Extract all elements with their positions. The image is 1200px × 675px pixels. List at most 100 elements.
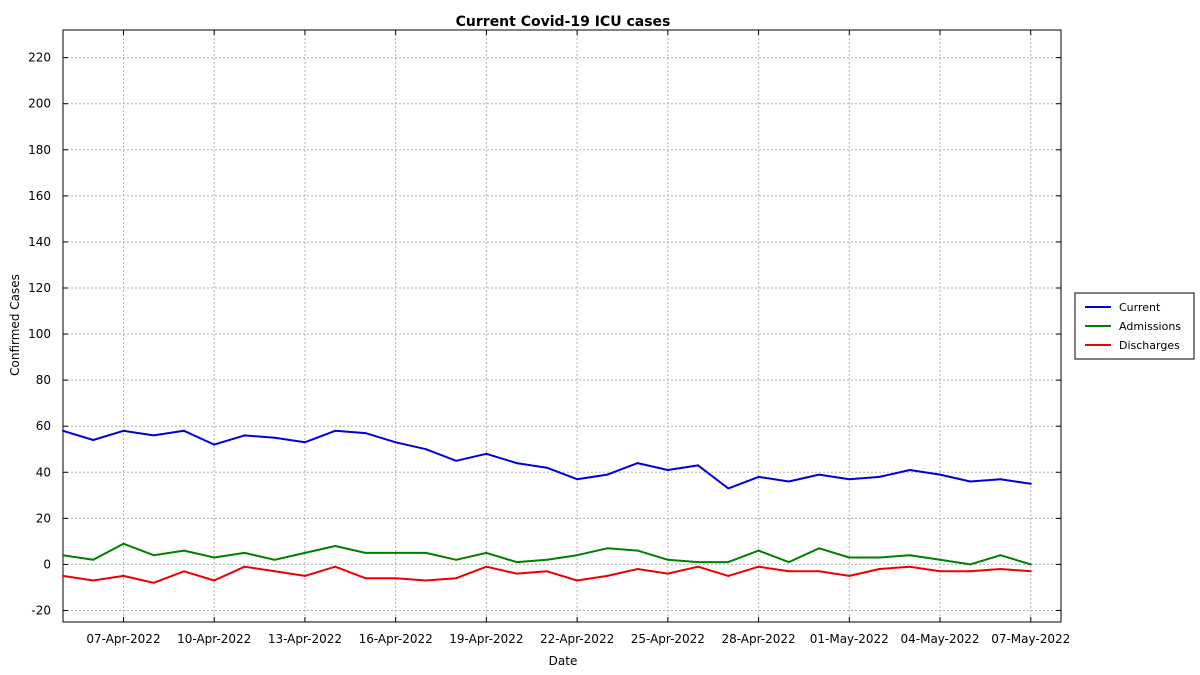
- data-point-admissions: [455, 558, 458, 561]
- data-point-admissions: [152, 554, 155, 557]
- data-point-current: [183, 429, 185, 432]
- data-point-current: [515, 462, 518, 465]
- data-point-admissions: [424, 551, 427, 554]
- data-point-admissions: [183, 549, 185, 552]
- data-point-admissions: [485, 551, 488, 554]
- data-point-admissions: [939, 558, 941, 561]
- data-point-admissions: [394, 551, 397, 554]
- data-point-admissions: [303, 551, 306, 554]
- x-tick-label: 07-Apr-2022: [86, 632, 160, 646]
- data-point-discharges: [334, 565, 337, 568]
- data-point-current: [939, 473, 941, 476]
- x-tick-label: 07-May-2022: [991, 632, 1070, 646]
- y-axis-title: Confirmed Cases: [8, 274, 22, 376]
- data-point-admissions: [999, 554, 1002, 557]
- data-point-discharges: [62, 574, 64, 577]
- legend-label-current: Current: [1119, 301, 1161, 314]
- chart-title: Current Covid-19 ICU cases: [456, 14, 671, 30]
- data-point-discharges: [908, 565, 911, 568]
- data-point-current: [848, 478, 851, 481]
- data-point-current: [757, 475, 760, 478]
- data-point-current: [455, 459, 458, 462]
- x-tick-label: 19-Apr-2022: [449, 632, 523, 646]
- data-point-admissions: [636, 549, 639, 552]
- data-point-current: [908, 469, 911, 471]
- data-point-discharges: [848, 574, 851, 577]
- y-tick-label: 220: [28, 51, 51, 65]
- data-point-admissions: [787, 561, 790, 564]
- data-point-admissions: [243, 551, 246, 554]
- legend-label-discharges: Discharges: [1119, 339, 1180, 352]
- data-point-discharges: [727, 574, 730, 577]
- y-tick-label: 120: [28, 281, 51, 295]
- legend-items: Current Admissions Discharges: [1085, 301, 1181, 352]
- data-point-current: [364, 432, 367, 435]
- data-point-admissions: [848, 556, 851, 559]
- y-tick-label: 0: [43, 557, 51, 571]
- y-tick-label: 20: [36, 511, 51, 525]
- data-point-discharges: [92, 579, 95, 582]
- y-axis: -20 0 20 40 60 80 100 120 140 160 180 200 220: [28, 51, 1061, 617]
- y-tick-label: 80: [36, 373, 51, 387]
- data-point-current: [818, 473, 821, 476]
- data-point-discharges: [394, 577, 397, 580]
- legend: Current Admissions Discharges: [1074, 292, 1195, 360]
- data-point-admissions: [666, 558, 669, 561]
- data-point-discharges: [455, 577, 458, 580]
- data-point-discharges: [122, 574, 125, 577]
- data-point-admissions: [697, 561, 700, 564]
- data-point-admissions: [1029, 563, 1032, 566]
- data-point-discharges: [424, 579, 427, 582]
- y-tick-label: 60: [36, 419, 51, 433]
- data-point-current: [545, 466, 548, 469]
- data-point-admissions: [364, 551, 367, 554]
- data-point-current: [273, 436, 276, 439]
- data-point-current: [969, 480, 972, 483]
- data-point-current: [878, 475, 881, 478]
- data-point-admissions: [878, 556, 881, 559]
- data-point-current: [92, 439, 95, 441]
- y-tick-label: -20: [31, 603, 51, 617]
- data-point-discharges: [878, 568, 881, 570]
- data-point-discharges: [818, 570, 821, 573]
- data-point-current: [485, 452, 488, 455]
- data-point-discharges: [515, 572, 518, 575]
- data-point-admissions: [213, 556, 216, 559]
- data-point-admissions: [576, 554, 579, 557]
- data-point-discharges: [999, 568, 1002, 570]
- data-point-current: [334, 429, 337, 432]
- legend-label-admissions: Admissions: [1119, 320, 1181, 333]
- data-point-current: [999, 478, 1002, 481]
- data-point-current: [424, 448, 427, 451]
- grid: [63, 30, 1061, 622]
- data-point-current: [122, 429, 125, 432]
- data-point-discharges: [969, 570, 972, 573]
- data-point-current: [303, 441, 306, 444]
- data-point-admissions: [515, 561, 518, 564]
- data-point-current: [787, 480, 790, 483]
- x-tick-label: 01-May-2022: [810, 632, 889, 646]
- series-group: [62, 429, 1032, 584]
- data-point-admissions: [606, 547, 609, 550]
- data-point-current: [1029, 482, 1032, 485]
- y-tick-label: 140: [28, 235, 51, 249]
- data-point-discharges: [243, 565, 246, 568]
- data-point-admissions: [122, 542, 125, 545]
- x-tick-label: 25-Apr-2022: [631, 632, 705, 646]
- x-axis-title: Date: [549, 654, 578, 668]
- y-tick-label: 180: [28, 143, 51, 157]
- data-point-discharges: [152, 581, 155, 584]
- data-point-admissions: [334, 545, 337, 547]
- data-point-current: [213, 443, 216, 446]
- data-point-admissions: [727, 561, 730, 564]
- data-point-discharges: [364, 577, 367, 580]
- data-point-current: [394, 441, 397, 444]
- data-point-admissions: [545, 558, 548, 561]
- data-point-discharges: [183, 570, 185, 573]
- data-point-discharges: [273, 570, 276, 573]
- data-point-discharges: [1029, 570, 1032, 573]
- x-tick-label: 10-Apr-2022: [177, 632, 251, 646]
- data-point-discharges: [545, 570, 548, 573]
- y-tick-label: 200: [28, 97, 51, 111]
- data-point-admissions: [62, 554, 64, 557]
